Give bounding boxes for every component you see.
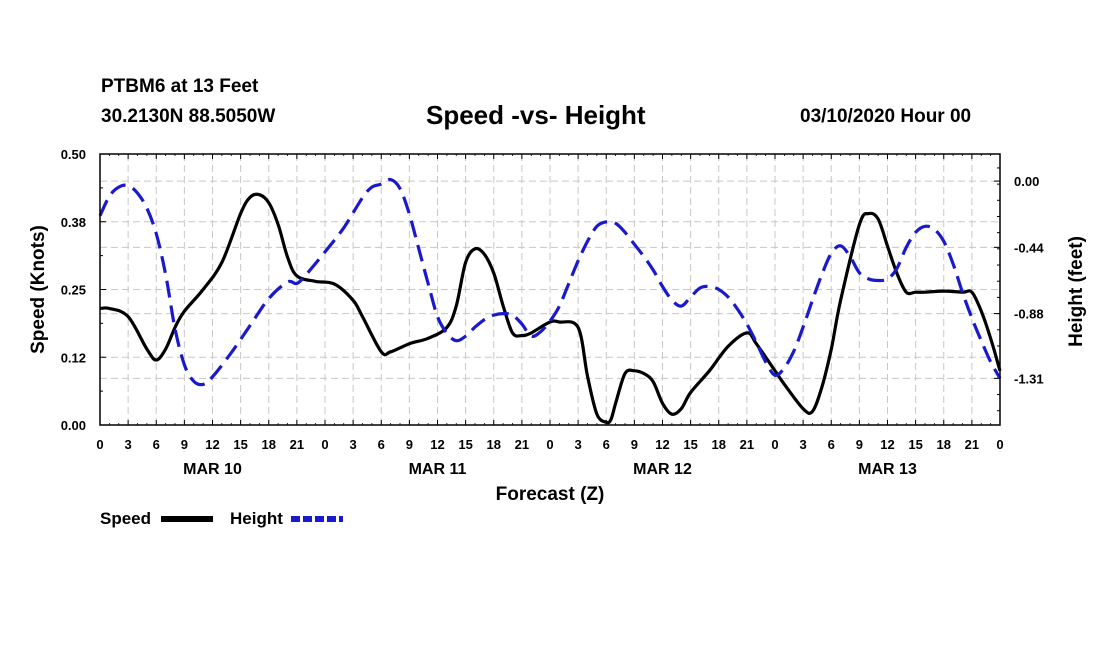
x-tick-label: 15: [233, 437, 247, 452]
y-left-tick-label: 0.50: [61, 147, 86, 162]
legend-label-height: Height: [230, 509, 283, 528]
x-tick-label: 0: [771, 437, 778, 452]
day-label: MAR 12: [633, 461, 692, 478]
forecast-datetime: 03/10/2020 Hour 00: [800, 106, 972, 127]
plot-frame: [99, 153, 1001, 426]
y-left-tick-label: 0.25: [61, 283, 86, 298]
x-tick-label: 15: [908, 437, 922, 452]
grid-lines: [100, 154, 1000, 425]
series-lines: [98, 177, 1002, 425]
x-tick-label: 6: [828, 437, 835, 452]
day-label: MAR 13: [858, 461, 917, 478]
x-tick-label: 6: [153, 437, 160, 452]
x-axis-title: Forecast (Z): [496, 484, 605, 505]
x-tick-label: 3: [575, 437, 582, 452]
y-right-tick-label: 0.00: [1014, 174, 1039, 189]
x-tick-label: 3: [125, 437, 132, 452]
coordinates-label: 30.2130N 88.5050W: [101, 106, 276, 127]
series-line-speed: [99, 192, 1002, 425]
x-tick-label: 21: [740, 437, 754, 452]
y-right-tick-label: -0.88: [1014, 307, 1044, 322]
x-tick-label: 0: [96, 437, 103, 452]
day-label: MAR 11: [409, 461, 467, 478]
y-left-axis-title: Speed (Knots): [28, 225, 49, 354]
y-left-tick-label: 0.12: [61, 350, 86, 365]
x-tick-label: 3: [350, 437, 357, 452]
x-tick-label: 0: [996, 437, 1003, 452]
x-tick-label: 9: [631, 437, 638, 452]
x-tick-label: 6: [603, 437, 610, 452]
x-tick-label: 12: [205, 437, 219, 452]
day-label: MAR 10: [183, 461, 242, 478]
x-tick-label: 18: [937, 437, 951, 452]
chart-title: Speed -vs- Height: [426, 100, 646, 130]
x-tick-label: 18: [712, 437, 726, 452]
y-right-tick-label: -1.31: [1014, 371, 1044, 386]
x-tick-label: 9: [856, 437, 863, 452]
y-left-tick-label: 0.00: [61, 418, 86, 433]
x-tick-label: 21: [290, 437, 304, 452]
x-tick-label: 0: [321, 437, 328, 452]
x-tick-label: 12: [655, 437, 669, 452]
series-line-height: [98, 177, 1002, 387]
x-tick-label: 9: [181, 437, 188, 452]
x-tick-label: 12: [880, 437, 894, 452]
x-tick-label: 6: [378, 437, 385, 452]
x-tick-label: 21: [965, 437, 979, 452]
x-tick-label: 21: [515, 437, 529, 452]
legend: Speed Height: [100, 509, 343, 528]
x-tick-label: 15: [458, 437, 472, 452]
x-tick-label: 15: [683, 437, 697, 452]
station-label: PTBM6 at 13 Feet: [101, 76, 259, 97]
axis-labels: 0 3 6 9 12 15 18 21 0 3 6 9 12 15 18 21 0 3 6 9 12 15 18 21 0 3 6 9…: [28, 147, 1087, 505]
y-right-axis-title: Height (feet): [1066, 236, 1087, 347]
y-right-tick-label: -0.44: [1014, 240, 1044, 255]
x-tick-label: 18: [487, 437, 501, 452]
y-left-tick-label: 0.38: [61, 215, 86, 230]
legend-label-speed: Speed: [100, 509, 151, 528]
x-tick-label: 0: [546, 437, 553, 452]
x-tick-label: 12: [430, 437, 444, 452]
x-tick-label: 3: [800, 437, 807, 452]
x-tick-label: 18: [262, 437, 276, 452]
x-tick-label: 9: [406, 437, 413, 452]
